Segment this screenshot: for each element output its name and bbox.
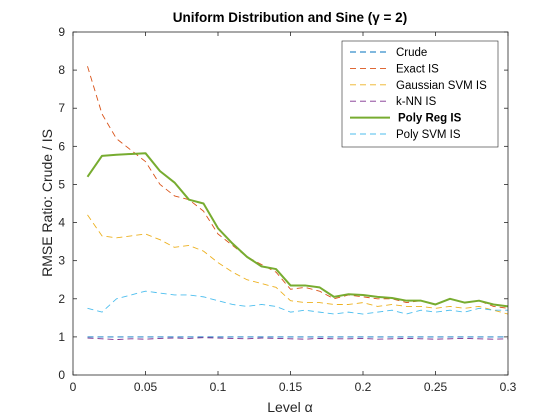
x-axis-label: Level α — [267, 399, 312, 415]
x-tick-label: 0 — [70, 380, 77, 394]
y-tick-label: 3 — [58, 254, 65, 268]
legend: Crude Exact IS Gaussian SVM IS k-NN IS Poly … — [341, 40, 499, 148]
y-tick-label: 4 — [58, 216, 65, 230]
y-tick-label: 5 — [58, 177, 65, 191]
series-line-gaussian-svm-is — [87, 214, 509, 315]
x-tick-label: 0.25 — [424, 380, 448, 394]
legend-label-gaussian-svm-is: Gaussian SVM IS — [396, 80, 487, 92]
x-tick-label: 0.05 — [134, 380, 158, 394]
x-tick-label: 0.1 — [210, 380, 227, 394]
y-tick-label: 1 — [58, 330, 65, 344]
y-tick-label: 8 — [58, 63, 65, 77]
series-line-poly-reg-is — [86, 152, 509, 308]
series-layer — [86, 66, 509, 341]
legend-label-poly-svm-is: Poly SVM IS — [396, 129, 461, 141]
x-tick-label: 0.2 — [355, 380, 372, 394]
x-tick-label: 0.3 — [500, 380, 517, 394]
y-tick-label: 2 — [58, 292, 65, 306]
legend-label-crude: Crude — [396, 47, 427, 59]
y-tick-label: 9 — [58, 25, 65, 39]
y-tick-label: 7 — [58, 101, 65, 115]
x-axis: 0 0.05 0.1 0.15 0.2 0.25 0.3 — [70, 32, 517, 394]
y-axis-label: RMSE Ratio: Crude / IS — [39, 129, 55, 277]
chart-title: Uniform Distribution and Sine (γ = 2) — [173, 10, 407, 25]
legend-label-exact-is: Exact IS — [396, 63, 439, 75]
y-axis: 0 1 2 3 4 5 6 7 8 9 — [58, 25, 508, 382]
series-line-poly-svm-is — [87, 290, 508, 315]
series-line-k-nn-is — [87, 337, 509, 341]
legend-label-k-nn-is: k-NN IS — [396, 96, 437, 108]
x-tick-label: 0.15 — [279, 380, 303, 394]
legend-box — [341, 40, 499, 148]
y-tick-label: 6 — [58, 139, 65, 153]
y-tick-label: 0 — [58, 368, 65, 382]
legend-label-poly-reg-is: Poly Reg IS — [398, 113, 462, 125]
